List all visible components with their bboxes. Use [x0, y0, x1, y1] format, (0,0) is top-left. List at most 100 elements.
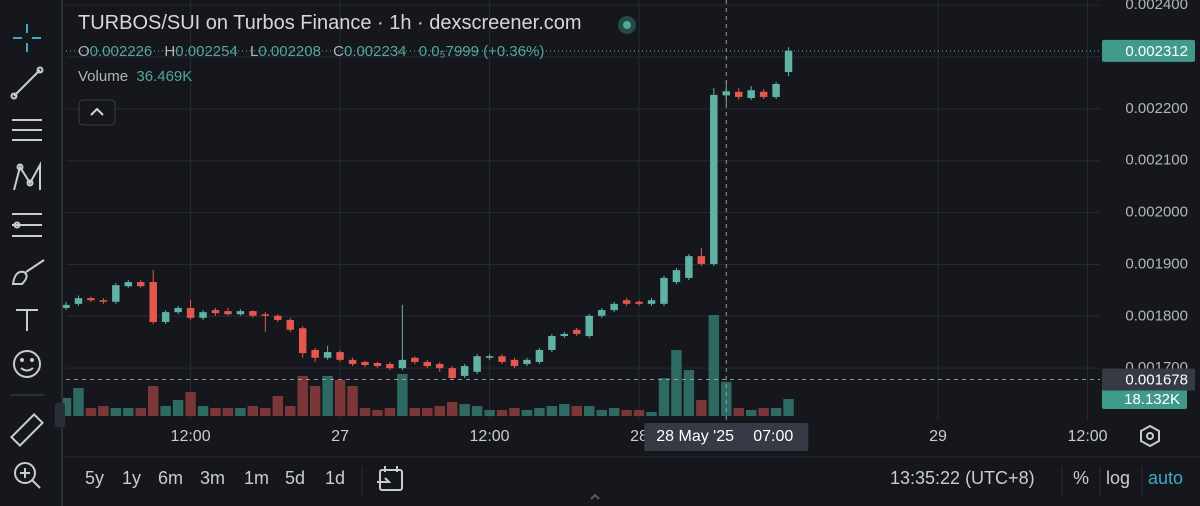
ohlc-label: H — [164, 43, 176, 60]
volume-bar — [559, 404, 570, 416]
volume-bar — [98, 406, 109, 416]
candle-body — [523, 359, 531, 364]
candle-body — [87, 298, 95, 301]
volume-bar — [85, 408, 97, 416]
zoom-tool[interactable] — [14, 462, 41, 489]
range-button[interactable]: 5d — [285, 468, 306, 488]
volume-bar — [222, 408, 234, 416]
range-button[interactable]: 6m — [158, 468, 184, 488]
last-price-label: 0.002312 — [1125, 43, 1188, 60]
volume-bar — [185, 392, 196, 416]
candle-body — [710, 94, 718, 264]
x-tick-label: 29 — [929, 428, 947, 445]
candle-body — [510, 359, 519, 367]
y-tick-label: 0.002100 — [1125, 152, 1188, 169]
percent-button[interactable]: % — [1073, 468, 1090, 488]
status-dot — [623, 21, 631, 29]
volume-bar — [347, 386, 358, 416]
volume-bar — [459, 404, 470, 416]
line-tool[interactable] — [10, 66, 44, 100]
collapse-arrow — [90, 107, 104, 116]
fib-tool[interactable] — [12, 213, 42, 237]
ruler-tool[interactable] — [10, 413, 44, 447]
volume-bar — [372, 410, 383, 416]
volume-bar — [696, 400, 707, 416]
volume-bar — [73, 388, 84, 416]
crosshair-time-label: 07:00 — [753, 428, 793, 445]
volume-value: 36.469K — [136, 68, 193, 85]
volume-bar — [671, 350, 682, 416]
range-button[interactable]: 1d — [325, 468, 346, 488]
crosshair-price-label: 0.001678 — [1125, 372, 1188, 389]
volume-bar — [422, 408, 433, 416]
collapse-button[interactable] — [78, 99, 116, 126]
crosshair-time-box — [644, 423, 809, 451]
brush-tool[interactable] — [11, 259, 45, 285]
candle-body — [660, 277, 668, 304]
volume-row: Volume 36.469K — [78, 68, 582, 85]
candle-body — [448, 368, 456, 378]
candle-body — [361, 361, 369, 366]
volume-bar — [496, 410, 508, 416]
candle-body — [398, 359, 407, 369]
volume-bar — [596, 410, 607, 416]
price-change: 0.0₅7999 (+0.36%) — [418, 43, 545, 60]
volume-bar — [235, 408, 246, 416]
candle-body — [747, 90, 755, 98]
y-tick-label: 0.002400 — [1125, 0, 1188, 13]
last-volume-box — [1102, 388, 1187, 409]
candle-body — [411, 357, 419, 362]
candle-body — [548, 336, 556, 350]
grid-layer — [66, 0, 1100, 420]
ohlc-value: 0.002208 — [258, 43, 321, 60]
hlines-tool[interactable] — [12, 119, 42, 141]
left-toolbar — [0, 0, 65, 506]
collapse-tab[interactable] — [55, 403, 65, 427]
ohlc-label: L — [250, 43, 259, 60]
range-button[interactable]: 1m — [244, 468, 270, 488]
log-button[interactable]: log — [1106, 468, 1131, 488]
settings-button[interactable] — [1140, 424, 1160, 448]
volume-bar — [471, 406, 483, 416]
crosshair-tool[interactable] — [13, 24, 41, 52]
volume-bar — [721, 381, 732, 416]
ohlc-value: 0.002226 — [89, 43, 153, 60]
volume-bar — [210, 408, 221, 416]
candle-body — [386, 364, 394, 369]
pattern-tool[interactable] — [13, 161, 41, 191]
candle-body — [236, 311, 245, 315]
candle-body — [473, 356, 481, 372]
candle-body — [535, 350, 544, 362]
candle-body — [149, 282, 157, 322]
volume-bar — [571, 406, 583, 416]
volume-bar — [110, 408, 122, 416]
candle-body — [734, 91, 743, 97]
candle-body — [373, 362, 382, 367]
volume-bar — [334, 380, 346, 416]
volume-bar — [160, 406, 171, 416]
candle-body — [174, 308, 182, 313]
range-button[interactable]: 1y — [122, 468, 142, 488]
volume-bar — [658, 378, 670, 416]
volume-bar — [521, 410, 533, 416]
volume-bar — [60, 398, 72, 416]
volume-bar — [509, 408, 520, 416]
emoji-tool[interactable] — [13, 350, 41, 378]
candle-body — [423, 361, 432, 367]
compare-button[interactable] — [377, 466, 403, 491]
candle-body — [772, 84, 780, 97]
volume-bar — [260, 408, 271, 416]
auto-button[interactable]: auto — [1148, 468, 1184, 488]
candle-body — [199, 312, 207, 318]
range-button[interactable]: 3m — [200, 468, 226, 488]
volume-bar — [770, 408, 782, 416]
candle-body — [274, 315, 282, 320]
volume-bar — [621, 410, 632, 416]
volume-bar — [409, 408, 421, 416]
expand-handle[interactable] — [590, 493, 600, 500]
volume-bar — [247, 406, 259, 416]
text-tool[interactable] — [16, 309, 38, 331]
range-button[interactable]: 5y — [85, 468, 105, 488]
candle-body — [485, 356, 494, 358]
volume-bar — [633, 410, 645, 416]
